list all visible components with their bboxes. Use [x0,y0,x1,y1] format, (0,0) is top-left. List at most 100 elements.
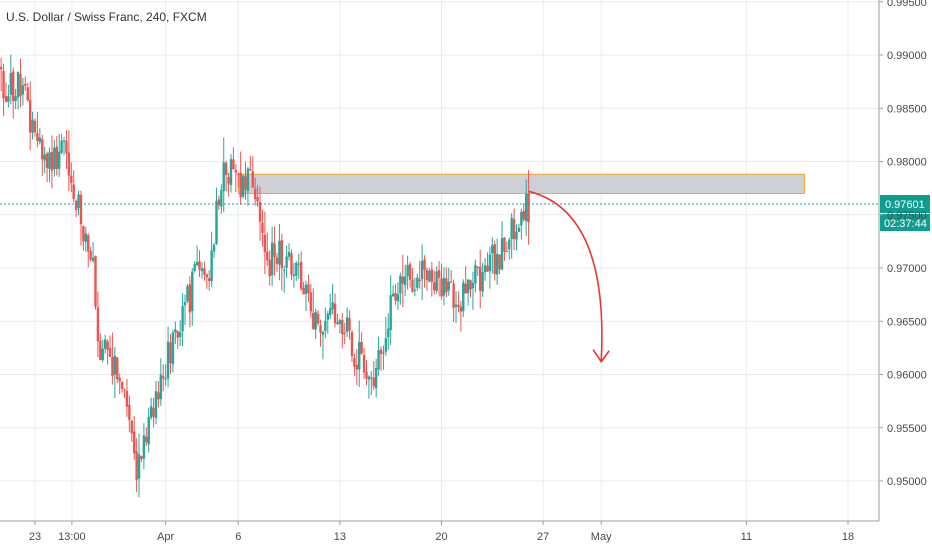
candle-up [374,358,378,398]
candle-up [382,345,385,370]
candle-body [222,162,225,192]
candle-up [164,364,167,386]
candle-down [452,279,455,322]
candle-body [336,322,339,325]
candle-up [416,273,419,292]
candle-up [91,242,95,263]
candle-body [174,329,177,333]
candle-down [486,252,489,272]
candle-down [263,211,267,275]
resistance-zone [237,173,805,194]
candle-up [454,291,458,323]
candle-down [362,348,366,380]
candle-body [28,99,32,133]
candle-body [437,270,441,278]
candle-body [447,281,450,291]
candle-down [26,82,29,102]
candle-up [515,224,518,251]
candle-body [462,282,465,312]
candle-down [411,267,414,293]
candle-body [45,153,49,168]
candle-up [331,284,334,315]
candle-body [67,152,71,176]
candle-up [295,261,298,281]
candle-body [406,265,409,277]
candle-body [7,96,10,102]
candle-body [193,263,196,272]
candle-up [508,237,511,260]
candle-up [181,293,184,347]
candle-body [302,287,305,295]
candle-up [171,329,175,373]
candle-body [261,222,264,233]
candle-body [101,348,104,361]
candle-body [128,404,131,421]
candle-body [333,303,337,324]
candle-up [166,326,170,388]
arrow-annotation-layer [528,190,610,364]
candle-body [416,277,419,289]
candle-body [479,266,482,291]
candle-body [215,201,218,244]
y-tick-label: 0.98000 [887,157,927,169]
candle-up [241,174,245,199]
candle-body [466,279,470,294]
candle-up [442,267,446,306]
candle-body [162,376,165,379]
candle-body [21,85,25,95]
candle-down [36,112,39,148]
candle-body [358,342,361,370]
candle-up [246,166,250,206]
candle-up [57,133,61,177]
candle-down [394,283,397,305]
candle-down [162,364,165,392]
candle-body [99,340,102,360]
candle-body [304,284,308,295]
candle-body [142,435,146,459]
candle-up [520,208,523,240]
candle-up [491,237,494,274]
candle-body [106,341,109,350]
candle-up [399,272,402,305]
candle-body [372,377,375,387]
x-tick-label: 23 [29,531,41,543]
candle-down [135,437,138,493]
candle-body [287,251,291,257]
candle-body [309,292,313,312]
candle-body [486,265,489,272]
candle-body [442,277,446,296]
candle-body [14,96,17,102]
candle-down [512,208,516,251]
candle-body [503,237,506,252]
candle-down [116,357,119,384]
candle-down [28,81,32,151]
candle-down [55,135,58,176]
candle-body [147,416,150,445]
candle-body [471,282,475,289]
candle-body [229,159,233,186]
candle-body [232,159,235,170]
candle-body [411,279,414,292]
candle-down [258,186,262,241]
candle-body [459,306,463,312]
candle-down [302,281,305,295]
candle-up [137,433,141,498]
candle-down [365,360,368,386]
candle-up [101,339,104,363]
candle-up [60,133,63,155]
candle-body [295,262,298,276]
x-tick-label: 27 [537,531,549,543]
candle-body [205,274,208,278]
candle-body [251,171,254,188]
candle-up [345,307,349,338]
candle-body [181,305,184,332]
x-tick-label: 13:00 [58,531,86,543]
candle-body [266,251,269,261]
candle-down [232,147,235,170]
candle-body [87,235,90,252]
chart-title: U.S. Dollar / Swiss Franc, 240, FXCM [6,10,207,24]
x-tick-label: 6 [235,531,241,543]
current-price-line-layer: 0.97601 02:37:44 [0,194,930,231]
